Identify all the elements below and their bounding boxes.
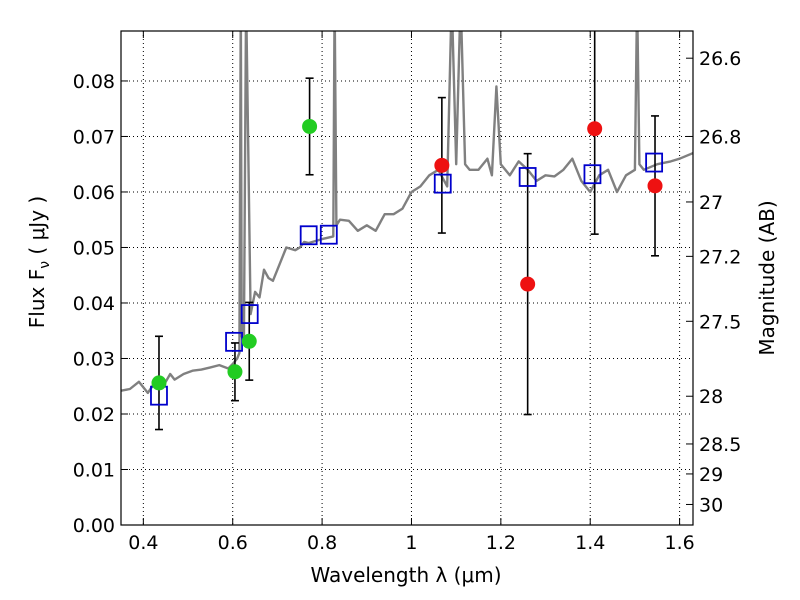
x-tick-label: 1.6 — [664, 532, 694, 554]
y-tick-label: 0.01 — [73, 459, 115, 481]
observed-optical-point — [151, 375, 167, 391]
magnitude-tick-label: 27 — [699, 192, 723, 214]
y-tick-label: 0.07 — [73, 126, 115, 148]
magnitude-tick-label: 26.8 — [699, 126, 741, 148]
y-axis-title-main: Flux F — [25, 269, 49, 328]
y-tick-label: 0.04 — [73, 293, 115, 315]
magnitude-tick-label: 27.5 — [699, 311, 741, 333]
label-layer: 0.4 0.6 0.8 1 1.2 1.4 1.6 0.00 0.01 0.02 0.03 0.04 0… — [73, 48, 742, 554]
grid-layer — [121, 31, 693, 526]
right-axis-title: Magnitude (AB) — [755, 200, 779, 355]
y-tick-label: 0.03 — [73, 348, 115, 370]
x-tick-label: 1 — [405, 532, 417, 554]
magnitude-tick-label: 27.2 — [699, 246, 741, 268]
x-tick-label: 0.6 — [218, 532, 248, 554]
observed-optical-point — [302, 118, 318, 134]
magnitude-tick-label: 30 — [699, 494, 723, 516]
magnitude-tick-label: 28.5 — [699, 434, 741, 456]
y-axis-title-subscript: ν — [37, 261, 53, 269]
observed-infrared-point — [520, 276, 536, 292]
magnitude-tick-label: 29 — [699, 464, 723, 486]
x-tick-label: 0.4 — [128, 532, 158, 554]
y-tick-label: 0.05 — [73, 237, 115, 259]
template-spectrum-line — [121, 31, 693, 395]
observed-infrared-point — [647, 178, 663, 194]
model-photometry-marker — [433, 173, 452, 194]
magnitude-tick-label: 26.6 — [699, 48, 741, 70]
magnitude-tick-label: 28 — [699, 386, 723, 408]
y-axis-title: Flux Fν ( μJy ) — [25, 196, 53, 328]
y-tick-label: 0.06 — [73, 182, 115, 204]
model-photometry-marker — [299, 225, 318, 246]
marker-layer — [150, 118, 664, 406]
observed-optical-point — [241, 333, 257, 349]
x-tick-label: 1.2 — [486, 532, 516, 554]
y-tick-label: 0.02 — [73, 404, 115, 426]
x-tick-label: 1.4 — [575, 532, 605, 554]
x-tick-label: 0.8 — [307, 532, 337, 554]
y-axis-title-unit: ( μJy ) — [25, 196, 49, 261]
spectrum-layer — [121, 31, 693, 395]
y-tick-label: 0.08 — [73, 71, 115, 93]
plot-frame — [120, 30, 694, 526]
model-photometry-marker — [645, 152, 664, 173]
observed-infrared-point — [434, 157, 450, 173]
observed-infrared-point — [587, 121, 603, 137]
model-photometry-marker — [583, 164, 602, 185]
model-photometry-marker — [319, 224, 338, 245]
x-axis-title: Wavelength λ (μm) — [310, 563, 501, 587]
model-photometry-marker — [518, 167, 537, 187]
y-tick-label: 0.00 — [73, 515, 115, 537]
model-photometry-marker — [240, 304, 259, 324]
observed-optical-point — [227, 364, 243, 380]
tick-layer — [121, 31, 693, 526]
